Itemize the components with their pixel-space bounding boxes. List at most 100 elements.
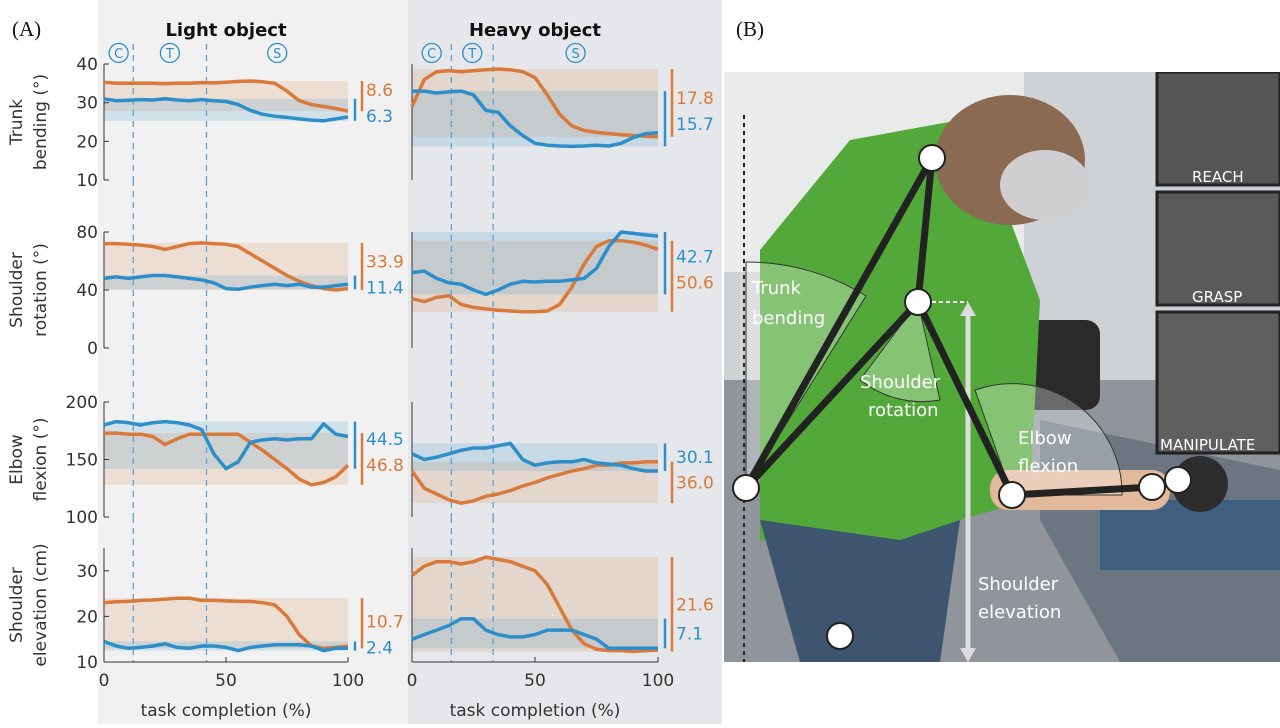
y-axis-label: rotation (°) xyxy=(31,243,51,337)
panel: C T S Heavy object 17.8 15.7 xyxy=(410,20,714,180)
y-tick-label: 30 xyxy=(76,94,98,114)
series-line xyxy=(104,241,349,292)
panel: 10 20 30 Shoulder elevation (cm) 0 50 100 task c… xyxy=(7,517,404,721)
x-axis-label: task completion (%) xyxy=(450,701,621,721)
phase-marker xyxy=(159,42,181,64)
phase-label: T xyxy=(467,47,476,62)
phase-label: S xyxy=(273,47,281,62)
range-label: 50.6 xyxy=(676,274,714,294)
range-label: 44.5 xyxy=(366,430,404,450)
phase-marker xyxy=(462,42,483,64)
photo-label: Shoulder xyxy=(860,372,941,393)
photo-label: rotation xyxy=(868,400,939,421)
x-tick-label: 0 xyxy=(407,671,418,691)
photo: REACH GRASP MANIPULATE Trunk bending Sho… xyxy=(724,72,1280,662)
panel: 0 40 80 Shoulder rotation (°) 33.9 11.4 xyxy=(7,180,404,359)
series-line xyxy=(104,431,350,487)
inset-label: MANIPULATE xyxy=(1160,436,1255,454)
series-line xyxy=(103,596,349,651)
range-label: 33.9 xyxy=(366,252,404,272)
range-band xyxy=(104,242,348,290)
photo-label: flexion xyxy=(1018,456,1078,477)
x-tick-label: 50 xyxy=(524,671,546,691)
series-line xyxy=(411,441,658,473)
series-line xyxy=(103,419,349,471)
inset-label: REACH xyxy=(1192,168,1244,186)
series-line xyxy=(410,67,659,139)
column-title: Light object xyxy=(165,20,287,41)
phase-marker xyxy=(108,42,129,64)
y-tick-label: 0 xyxy=(87,339,98,359)
range-band xyxy=(412,91,658,147)
inset-label: GRASP xyxy=(1192,288,1242,306)
series-line xyxy=(103,79,349,113)
range-band xyxy=(104,98,348,121)
y-tick-label: 40 xyxy=(76,55,98,75)
series-line xyxy=(103,273,349,292)
series-line xyxy=(411,230,659,297)
range-label: 15.7 xyxy=(676,115,714,135)
range-label: 17.8 xyxy=(676,89,714,109)
column-title: Heavy object xyxy=(469,20,601,41)
y-axis-label: Trunk xyxy=(7,99,27,146)
phase-marker xyxy=(421,42,442,64)
x-tick-label: 100 xyxy=(332,671,364,691)
phase-marker xyxy=(565,42,586,64)
x-tick-label: 0 xyxy=(99,671,110,691)
y-tick-label: 150 xyxy=(66,451,98,471)
series-line xyxy=(412,89,659,149)
range-label: 8.6 xyxy=(366,81,393,101)
series-line xyxy=(103,639,348,653)
range-label: 21.6 xyxy=(676,595,714,615)
y-axis-label: Shoulder xyxy=(7,252,27,328)
range-label: 36.0 xyxy=(676,474,714,494)
y-tick-label: 80 xyxy=(76,223,98,243)
range-label: 7.1 xyxy=(676,625,703,645)
y-tick-label: 20 xyxy=(76,132,98,152)
photo-label: Elbow xyxy=(1018,428,1072,449)
series-line xyxy=(411,616,658,651)
x-axis-label: task completion (%) xyxy=(141,701,312,721)
panel: 100 150 200 Elbow flexion (°) 46.8 44.5 xyxy=(7,348,404,528)
range-label: 10.7 xyxy=(366,613,404,633)
y-axis-label: bending (°) xyxy=(31,74,51,170)
panel-label: (A) xyxy=(12,17,41,41)
y-tick-label: 10 xyxy=(76,653,98,673)
y-tick-label: 100 xyxy=(66,508,98,528)
panel: C T S Light object 10 20 30 40 Trunk bending (°) 8… xyxy=(7,20,393,191)
range-label: 6.3 xyxy=(366,107,393,127)
phase-label: T xyxy=(165,47,174,62)
range-band xyxy=(104,421,348,469)
range-label: 30.1 xyxy=(676,448,714,468)
range-label: 2.4 xyxy=(366,639,393,659)
phase-label: C xyxy=(427,47,436,62)
panel: 50.6 42.7 xyxy=(411,180,714,348)
phase-marker xyxy=(267,42,288,64)
y-tick-label: 10 xyxy=(76,171,98,191)
phase-label: S xyxy=(571,47,579,62)
range-label: 46.8 xyxy=(366,456,404,476)
panel: 36.0 30.1 xyxy=(410,348,714,517)
range-label: 11.4 xyxy=(366,278,404,298)
y-axis-label: Elbow xyxy=(7,434,27,485)
series-line xyxy=(410,555,659,654)
panel: 0 50 100 task completion (%) 21.6 7.1 xyxy=(407,517,714,721)
y-tick-label: 20 xyxy=(76,607,98,627)
photo-label: Trunk xyxy=(751,278,802,299)
y-tick-label: 200 xyxy=(66,393,98,413)
range-band xyxy=(104,81,348,112)
range-band xyxy=(104,598,348,649)
x-tick-label: 50 xyxy=(215,671,237,691)
range-label: 42.7 xyxy=(676,248,714,268)
photo-label: elevation xyxy=(978,602,1061,623)
y-axis-label: elevation (cm) xyxy=(31,543,51,666)
y-axis-label: Shoulder xyxy=(7,567,27,643)
series-line xyxy=(103,97,349,123)
series-line xyxy=(411,238,659,314)
range-band xyxy=(104,433,348,485)
photo-label: bending xyxy=(752,308,825,329)
x-tick-label: 100 xyxy=(642,671,674,691)
y-tick-label: 40 xyxy=(76,281,98,301)
photo-label: Shoulder xyxy=(978,574,1059,595)
